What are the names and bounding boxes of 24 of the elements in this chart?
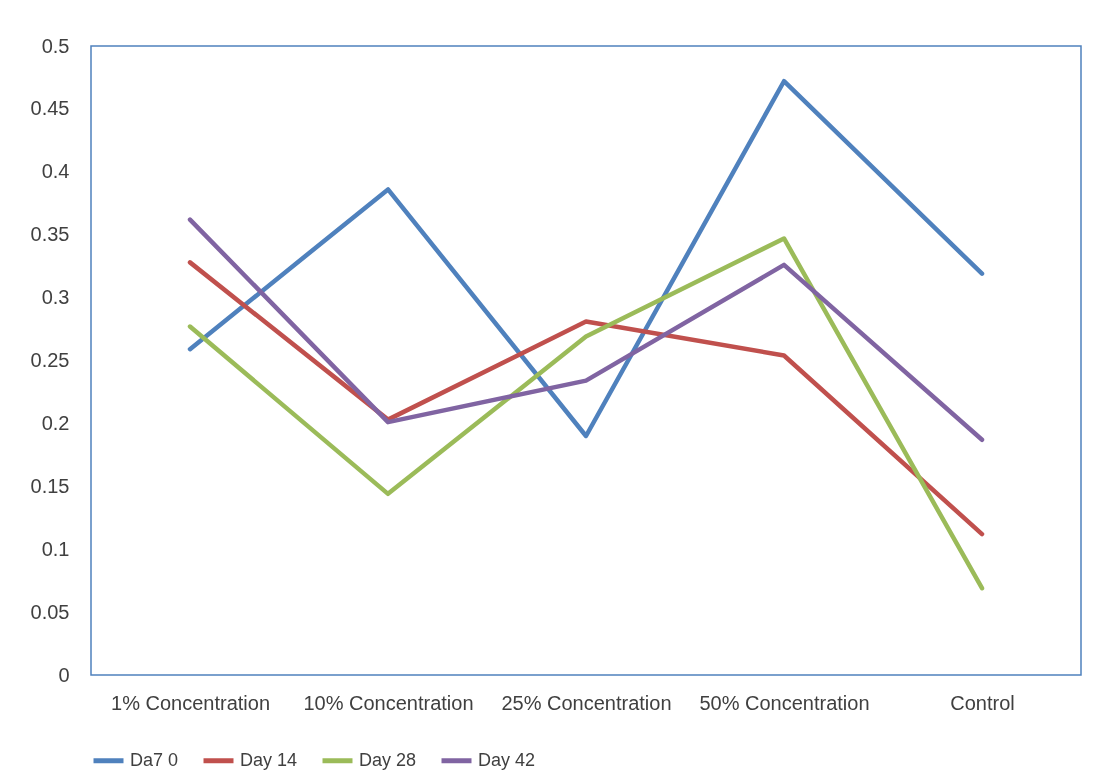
- y-tick-label: 0.35: [30, 223, 70, 246]
- y-tick-label: 0.1: [41, 537, 70, 560]
- y-tick-label: 0.5: [41, 34, 70, 57]
- y-tick-label: 0.05: [30, 600, 70, 623]
- x-tick-label: 10% Concentration: [303, 691, 474, 714]
- y-tick-label: 0.4: [41, 160, 70, 183]
- y-tick-label: 0: [58, 663, 70, 686]
- line-series: [187, 217, 985, 442]
- y-tick-label: 0.2: [41, 411, 70, 434]
- line-series: [187, 78, 985, 439]
- y-tick-label: 0.25: [30, 349, 70, 371]
- legend-label: Day 28: [359, 749, 417, 770]
- y-tick-label: 0.3: [41, 286, 70, 309]
- line-series: [187, 236, 985, 591]
- x-tick-label: 50% Concentration: [699, 691, 870, 714]
- line-series: [187, 260, 985, 537]
- legend-label: Da7 0: [130, 749, 179, 770]
- legend-label: Day 42: [478, 749, 536, 770]
- x-tick-label: 1% Concentration: [111, 691, 270, 714]
- x-tick-label: 25% Concentration: [501, 691, 672, 714]
- x-tick-label: Control: [950, 691, 1015, 714]
- y-tick-label: 0.45: [30, 97, 70, 120]
- y-tick-label: 0.15: [30, 474, 70, 497]
- legend-label: Day 14: [240, 749, 298, 770]
